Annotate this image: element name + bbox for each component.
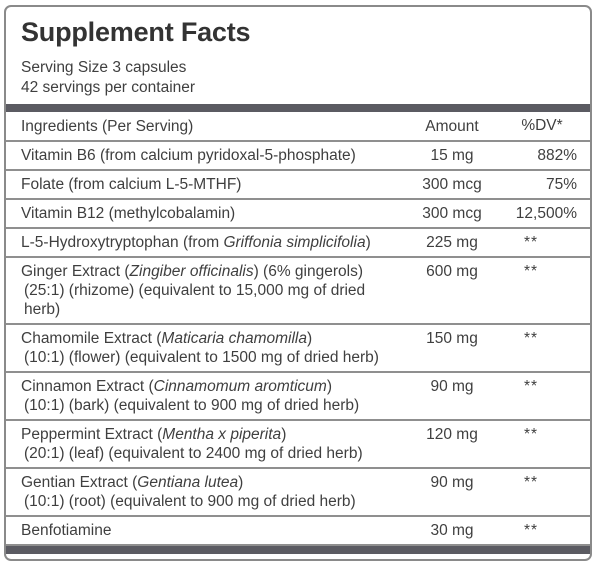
ingredient-name: Benfotiamine (6, 521, 404, 540)
ingredient-name: Chamomile Extract (Maticaria chamomilla)… (6, 329, 404, 367)
table-row: Cinnamon Extract (Cinnamomum aromticum)(… (6, 373, 590, 421)
ingredient-detail-line: (10:1) (root) (equivalent to 900 mg of d… (24, 493, 356, 510)
ingredient-amount: 30 mg (430, 522, 474, 539)
table-header-row: Ingredients (Per Serving) Amount %DV* (6, 112, 590, 142)
ingredient-name-line: Vitamin B6 (from calcium pyridoxal-5-pho… (21, 146, 404, 165)
ingredient-name-line: Gentian Extract (Gentiana lutea) (21, 473, 404, 492)
ingredient-name-text: Peppermint Extract ( (21, 426, 163, 443)
table-row: Benfotiamine 30 mg ** (6, 517, 590, 546)
ingredient-name-text: L-5-Hydroxytryptophan (from (21, 234, 224, 251)
ingredient-name-line: Chamomile Extract (Maticaria chamomilla) (21, 329, 404, 348)
ingredient-amount: 15 mg (430, 147, 474, 164)
ingredient-name-line: Cinnamon Extract (Cinnamomum aromticum) (21, 377, 404, 396)
page-title: Supplement Facts (21, 17, 251, 47)
table-row: Vitamin B6 (from calcium pyridoxal-5-pho… (6, 142, 590, 171)
ingredient-amount: 225 mg (426, 234, 478, 251)
ingredient-name-line: Vitamin B12 (methylcobalamin) (21, 204, 404, 223)
ingredient-name: Gentian Extract (Gentiana lutea) (10:1) (… (6, 473, 404, 511)
ingredient-name-text: Gentian Extract ( (21, 474, 138, 491)
ingredient-dv: ** (523, 263, 539, 280)
ingredient-amount: 300 mcg (422, 176, 482, 193)
ingredient-name-text: Cinnamon Extract ( (21, 378, 154, 395)
ingredient-latin-name: Cinnamomum aromticum (153, 378, 327, 395)
ingredient-detail-line: (10:1) (flower) (equivalent to 1500 mg o… (24, 349, 379, 366)
table-row: L-5-Hydroxytryptophan (from Griffonia si… (6, 229, 590, 258)
ingredient-name-text: Vitamin B12 (methylcobalamin) (21, 205, 236, 222)
footnotes: *% Daily Values (DV) are based on Refere… (6, 554, 590, 559)
ingredient-name-suffix: ) (6% gingerols) (253, 263, 363, 280)
section-divider-top (6, 104, 590, 112)
section-divider-bottom (6, 546, 590, 554)
ingredient-name: Folate (from calcium L-5-MTHF) (6, 175, 404, 194)
ingredient-name-text: Chamomile Extract ( (21, 330, 162, 347)
ingredient-table: Vitamin B6 (from calcium pyridoxal-5-pho… (6, 142, 590, 546)
ingredient-dv: ** (523, 522, 539, 539)
col-header-ingredients: Ingredients (Per Serving) (21, 118, 194, 135)
ingredient-name: Ginger Extract (Zingiber officinalis) (6… (6, 262, 404, 319)
ingredient-dv: 12,500% (515, 205, 577, 222)
ingredient-dv: ** (523, 330, 539, 347)
table-row: Gentian Extract (Gentiana lutea) (10:1) (… (6, 469, 590, 517)
col-header-dv: %DV* (521, 117, 563, 134)
ingredient-latin-name: Maticaria chamomilla (161, 330, 307, 347)
ingredient-name-text: Ginger Extract ( (21, 263, 130, 280)
ingredient-name-text: Vitamin B6 (from calcium pyridoxal-5-pho… (21, 147, 356, 164)
ingredient-dv: ** (523, 234, 539, 251)
ingredient-name-line: L-5-Hydroxytryptophan (from Griffonia si… (21, 233, 404, 252)
ingredient-name-suffix: ) (238, 474, 244, 491)
ingredient-name-line: Peppermint Extract (Mentha x piperita) (21, 425, 404, 444)
serving-size-text: Serving Size 3 capsules (21, 59, 187, 76)
ingredient-name: Vitamin B6 (from calcium pyridoxal-5-pho… (6, 146, 404, 165)
ingredient-dv: ** (523, 474, 539, 491)
ingredient-dv: 882% (537, 147, 577, 164)
ingredient-amount: 300 mcg (422, 205, 482, 222)
col-header-amount: Amount (425, 118, 479, 135)
ingredient-latin-name: Griffonia simplicifolia (223, 234, 366, 251)
ingredient-name: Peppermint Extract (Mentha x piperita) (2… (6, 425, 404, 463)
ingredient-name-line: Folate (from calcium L-5-MTHF) (21, 175, 404, 194)
ingredient-name-line: Benfotiamine (21, 521, 404, 540)
ingredient-amount: 90 mg (430, 474, 474, 491)
table-row: Chamomile Extract (Maticaria chamomilla)… (6, 325, 590, 373)
table-row: Ginger Extract (Zingiber officinalis) (6… (6, 258, 590, 325)
ingredient-name-suffix: ) (326, 378, 332, 395)
ingredient-name-line: Ginger Extract (Zingiber officinalis) (6… (21, 262, 404, 281)
ingredient-name-text: Benfotiamine (21, 522, 112, 539)
supplement-facts-label: Supplement Facts Serving Size 3 capsules… (4, 5, 592, 561)
ingredient-name: Vitamin B12 (methylcobalamin) (6, 204, 404, 223)
ingredient-name-text: Folate (from calcium L-5-MTHF) (21, 176, 242, 193)
ingredient-latin-name: Mentha x piperita (162, 426, 282, 443)
ingredient-amount: 150 mg (426, 330, 478, 347)
table-row: Folate (from calcium L-5-MTHF) 300 mcg 7… (6, 171, 590, 200)
ingredient-detail-line: (10:1) (bark) (equivalent to 900 mg of d… (24, 397, 360, 414)
table-row: Vitamin B12 (methylcobalamin) 300 mcg 12… (6, 200, 590, 229)
ingredient-detail-line: (20:1) (leaf) (equivalent to 2400 mg of … (24, 445, 363, 462)
ingredient-dv: 75% (545, 176, 577, 193)
ingredient-amount: 120 mg (426, 426, 478, 443)
ingredient-amount: 90 mg (430, 378, 474, 395)
ingredient-detail-line: (25:1) (rhizome) (equivalent to 15,000 m… (24, 282, 366, 318)
ingredient-name: Cinnamon Extract (Cinnamomum aromticum)(… (6, 377, 404, 415)
ingredient-name-suffix: ) (306, 330, 313, 347)
label-header: Supplement Facts Serving Size 3 capsules… (6, 7, 590, 104)
ingredient-dv: ** (523, 426, 539, 443)
ingredient-name-suffix: ) (281, 426, 287, 443)
ingredient-latin-name: Zingiber officinalis (129, 263, 254, 280)
ingredient-latin-name: Gentiana lutea (137, 474, 239, 491)
ingredient-name-suffix: ) (365, 234, 371, 251)
ingredient-dv: ** (523, 378, 539, 395)
table-row: Peppermint Extract (Mentha x piperita) (2… (6, 421, 590, 469)
ingredient-amount: 600 mg (426, 263, 478, 280)
servings-per-container-text: 42 servings per container (21, 79, 196, 96)
ingredient-name: L-5-Hydroxytryptophan (from Griffonia si… (6, 233, 404, 252)
